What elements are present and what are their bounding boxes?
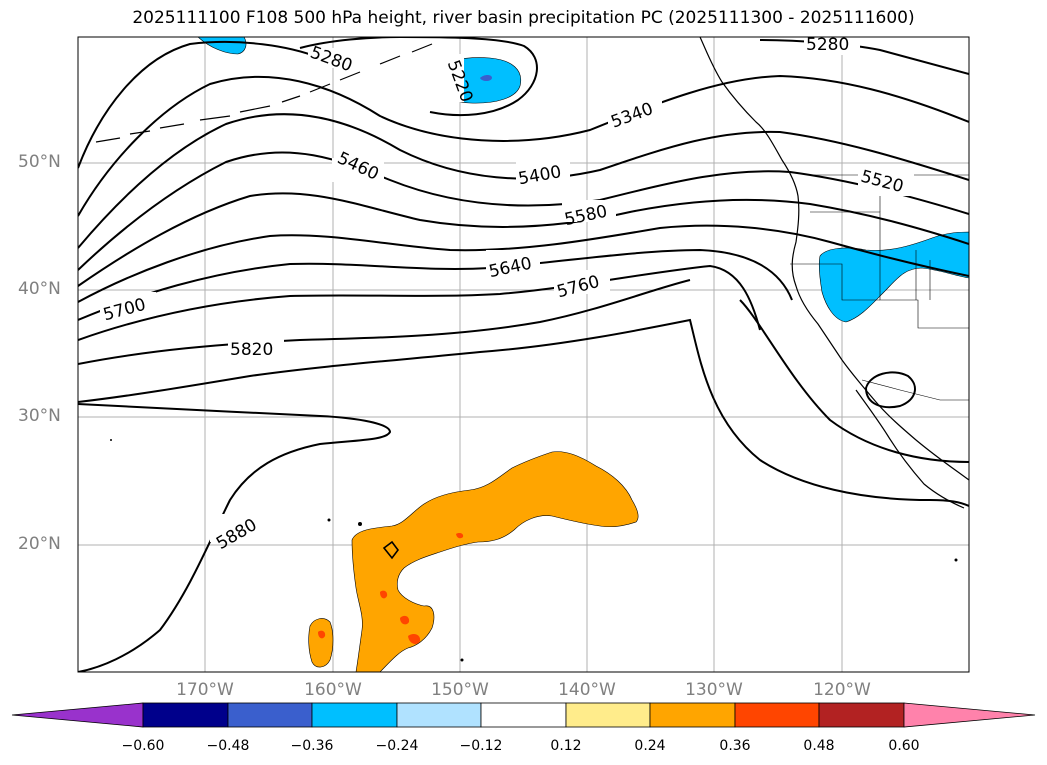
- colorbar-extend-high: [903, 702, 1036, 728]
- contour-label-bg-4: [332, 158, 384, 182]
- gridlines: [78, 37, 969, 672]
- lon-label-120w: 120°W: [813, 680, 871, 700]
- lat-label-40n: 40°N: [18, 279, 61, 299]
- contour-label-bg-5: [516, 160, 570, 182]
- colorbar-tick-7: 0.36: [719, 738, 751, 754]
- lat-label-50n: 50°N: [18, 152, 61, 172]
- contour-5400: [78, 113, 969, 249]
- island-hawaii: [382, 540, 399, 560]
- coastlines: [95, 37, 969, 509]
- colorbar-tick-8: 0.48: [803, 738, 835, 754]
- contour-label-11: 5820: [230, 340, 273, 360]
- colorbar-bin-9: [818, 702, 905, 728]
- lon-label-150w: 150°W: [431, 680, 489, 700]
- contour-label-bg-11: [228, 339, 284, 359]
- contour-5640: [78, 248, 793, 321]
- colorbar-tick-0: −0.60: [121, 738, 165, 754]
- contour-5880: [78, 403, 392, 672]
- contour-label-bg-2: [804, 37, 860, 55]
- contour-label-bg-1: [434, 54, 464, 102]
- contour-label-bg-3: [608, 100, 662, 124]
- contour-5220: [399, 37, 538, 117]
- contour-label-bg-7: [562, 200, 616, 222]
- colorbar-tick-6: 0.24: [634, 738, 666, 754]
- contour-label-bg-9: [554, 270, 610, 294]
- lon-label-140w: 140°W: [558, 680, 616, 700]
- colorbar-bin-2: [227, 702, 313, 728]
- map-frame: [77, 36, 970, 673]
- contour-label-bg-8: [486, 250, 540, 274]
- lon-label-170w: 170°W: [176, 680, 234, 700]
- colorbar-tick-4: −0.12: [459, 738, 503, 754]
- island-dots: [110, 439, 958, 662]
- colorbar-tick-1: −0.48: [206, 738, 250, 754]
- lat-label-20n: 20°N: [18, 534, 61, 554]
- contour-5340: [78, 74, 969, 217]
- contour-label-bg-12: [210, 514, 264, 542]
- colorbar-tick-9: 0.60: [888, 738, 920, 754]
- contour-5280-ne: [759, 39, 969, 75]
- lat-label-30n: 30°N: [18, 406, 61, 426]
- lon-label-160w: 160°W: [304, 680, 362, 700]
- contour-label-0: 5280: [307, 43, 354, 77]
- colorbar-bin-6: [565, 702, 651, 728]
- contour-label-bg-10: [100, 292, 156, 316]
- contour-5460: [78, 151, 969, 271]
- colorbar-bin-1: [142, 702, 229, 728]
- contour-label-bg-6: [858, 172, 914, 196]
- colorbar: [11, 702, 1036, 728]
- contour-5700: [78, 264, 761, 341]
- contour-a: [78, 40, 321, 169]
- coastline-baja: [855, 389, 965, 509]
- contour-5760: [78, 279, 691, 365]
- contour-5580: [78, 224, 969, 303]
- colorbar-extend-low: [11, 702, 144, 728]
- precip-positive-main: [351, 451, 639, 672]
- contour-5820: [78, 318, 969, 507]
- colorbar-bin-5: [480, 702, 567, 728]
- contour-label-2: 5280: [806, 35, 849, 55]
- contour-label-bg-0: [308, 48, 358, 68]
- coastline-north-america: [699, 37, 969, 481]
- contour-small-loop: [864, 371, 916, 409]
- precip-positive-strong-cells: [318, 533, 464, 644]
- colorbar-bin-8: [734, 702, 820, 728]
- precip-negative-westus: [818, 231, 969, 323]
- political-borders: [790, 174, 969, 401]
- coastline-alaska-islands: [95, 43, 433, 143]
- colorbar-bin-4: [396, 702, 482, 728]
- precip-negative-core: [480, 75, 492, 81]
- colorbar-tick-5: 0.12: [550, 738, 582, 754]
- colorbar-tick-2: −0.36: [290, 738, 334, 754]
- colorbar-bin-3: [311, 702, 398, 728]
- contour-large-loop: [739, 299, 969, 463]
- map-title: 2025111100 F108 500 hPa height, river ba…: [132, 8, 915, 28]
- height-contours: [78, 37, 969, 672]
- colorbar-tick-3: −0.24: [375, 738, 419, 754]
- contour-5520: [78, 192, 969, 287]
- colorbar-bin-7: [649, 702, 736, 728]
- precip-positive-small: [308, 618, 334, 668]
- lon-label-130w: 130°W: [685, 680, 743, 700]
